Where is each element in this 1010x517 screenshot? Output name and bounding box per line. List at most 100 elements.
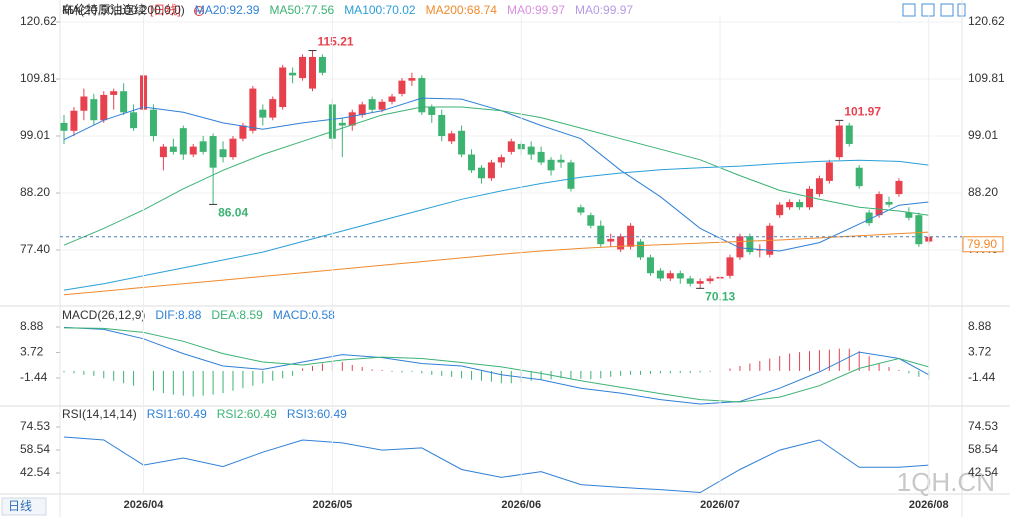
y-tick-label-right: 109.81 <box>968 71 1005 85</box>
candle-body <box>418 78 426 113</box>
candle-body <box>299 56 307 79</box>
icon[interactable] <box>902 3 916 17</box>
candle-body <box>776 204 784 216</box>
y-tick-label: 58.54 <box>20 442 50 456</box>
candle-body <box>676 273 684 279</box>
last-price-box <box>962 236 1004 253</box>
x-tick-label: 2026/07 <box>700 499 740 511</box>
candle-body <box>666 273 674 279</box>
x-tick-label: 2026/04 <box>124 499 165 511</box>
candle-body <box>458 130 466 155</box>
legend-item: RSI2:60.49 <box>217 407 277 421</box>
period-tag: 日线 <box>8 499 32 513</box>
candle-body <box>199 141 207 152</box>
candle-body <box>547 159 555 171</box>
legend-item: MACD:0.58 <box>273 308 335 322</box>
candle-body <box>398 80 406 94</box>
candle-body <box>318 56 326 73</box>
indicator-line <box>63 106 929 246</box>
candle-body <box>169 146 177 152</box>
candle-body <box>527 146 535 155</box>
y-tick-label: 74.53 <box>20 419 50 433</box>
candle-body <box>438 114 446 137</box>
candle-body <box>806 188 813 208</box>
candle-body <box>656 270 664 279</box>
settings-icon[interactable] <box>194 6 204 16</box>
icon[interactable] <box>940 3 954 17</box>
legend-item: DEA:8.59 <box>211 308 263 322</box>
candle-body <box>289 72 297 76</box>
candle-body <box>507 141 515 152</box>
y-tick-label-right: -1.44 <box>968 370 996 384</box>
candle-body <box>637 241 645 258</box>
candle-body <box>179 128 187 155</box>
candle-body <box>448 133 456 142</box>
candle-body <box>557 159 565 163</box>
candle-body <box>388 96 396 102</box>
legend-item: MA0:99.97 <box>575 3 633 17</box>
candle-body <box>60 122 68 131</box>
candle-body <box>279 67 287 108</box>
candle-body <box>905 212 913 218</box>
y-tick-label-right: 99.01 <box>968 128 998 142</box>
candle-body <box>746 236 754 253</box>
candle-body <box>815 178 823 195</box>
y-tick-label: 42.54 <box>20 465 50 479</box>
legend-item: MA100:70.02 <box>344 3 416 17</box>
candle-body <box>259 109 267 118</box>
candle-body <box>686 278 694 284</box>
y-tick-label-right: 8.88 <box>968 319 992 333</box>
candle-body <box>368 99 376 110</box>
candle-body <box>239 125 247 139</box>
candle-body <box>786 201 794 208</box>
icon-circle <box>194 6 204 16</box>
candle-body <box>159 146 167 158</box>
indicator-line <box>63 159 929 291</box>
candle-body <box>895 180 903 195</box>
indicator-line <box>63 326 930 405</box>
y-tick-label-right: 88.20 <box>968 185 998 199</box>
candle-body <box>378 101 386 110</box>
candle-body <box>408 78 416 81</box>
candle-body <box>646 257 654 274</box>
extreme-label: 86.04 <box>218 206 248 220</box>
candle-body <box>468 154 476 171</box>
period-tag-box[interactable] <box>1 497 47 516</box>
watermark: 1QH.CN <box>897 467 995 497</box>
y-tick-label: 109.81 <box>20 71 57 85</box>
candle-body <box>110 91 118 95</box>
candle-body <box>706 278 714 282</box>
candle-body <box>756 249 764 251</box>
candle-body <box>875 194 883 216</box>
y-tick-label-right: 42.54 <box>968 465 998 479</box>
candle-body <box>736 236 744 258</box>
y-tick-label: 99.01 <box>20 128 50 142</box>
candle-body <box>845 125 853 144</box>
legend-item: RSI1:60.49 <box>147 407 207 421</box>
candle-body <box>835 125 843 158</box>
y-tick-label: 88.20 <box>20 185 50 199</box>
candle-body <box>825 162 833 181</box>
legend-item: MA200:68.74 <box>426 3 498 17</box>
candle-body <box>915 215 923 245</box>
legend-item: MA50:77.56 <box>269 3 334 17</box>
candle-body <box>209 136 217 168</box>
icon[interactable] <box>921 3 935 17</box>
candle-body <box>338 122 346 126</box>
period[interactable]: [日线] <box>150 3 181 17</box>
y-tick-label: -1.44 <box>20 370 48 384</box>
candle-body <box>796 201 804 208</box>
candle-body <box>477 167 485 179</box>
y-tick-label-right: 3.72 <box>968 345 992 359</box>
candle-body <box>348 112 356 126</box>
x-tick-label: 2026/06 <box>501 499 541 511</box>
candle-body <box>70 110 78 131</box>
legend-item: MA0:99.97 <box>507 3 565 17</box>
candle-body <box>865 212 873 224</box>
indicator-line <box>63 327 929 403</box>
indicator-line <box>63 436 929 494</box>
candle-body <box>100 94 108 121</box>
y-tick-label-right: 74.53 <box>968 419 998 433</box>
